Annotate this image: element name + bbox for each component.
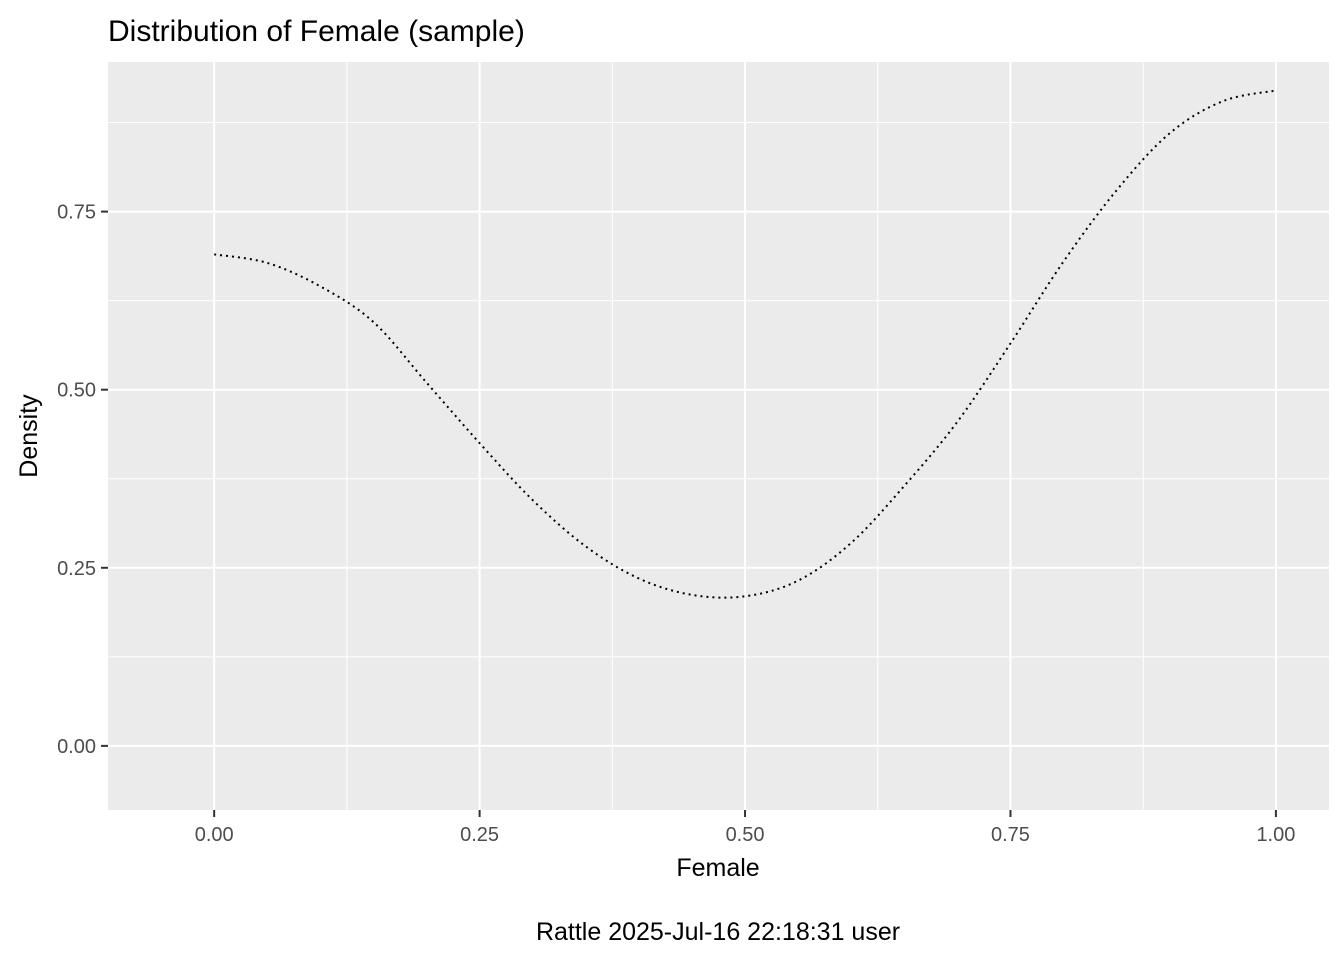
y-axis-title: Density (15, 394, 43, 478)
y-tick-label: 0.50 (57, 380, 96, 402)
x-tick-label: 0.25 (460, 824, 499, 846)
plot-panel (108, 62, 1329, 810)
minor-gridlines (108, 62, 1329, 810)
y-tick-label: 0.00 (57, 736, 96, 758)
chart-title: Distribution of Female (sample) (108, 15, 525, 48)
x-tick-label: 0.50 (726, 824, 765, 846)
x-axis-ticks: 0.00 0.25 0.50 0.75 1.00 (195, 810, 1295, 846)
y-axis-ticks: 0.00 0.25 0.50 0.75 (57, 202, 108, 758)
x-tick-label: 0.75 (991, 824, 1030, 846)
chart-caption: Rattle 2025-Jul-16 22:18:31 user (536, 918, 900, 946)
y-tick-label: 0.25 (57, 558, 96, 580)
y-tick-label: 0.75 (57, 202, 96, 224)
x-tick-label: 1.00 (1256, 824, 1295, 846)
x-tick-label: 0.00 (195, 824, 234, 846)
density-curve (214, 89, 1277, 599)
major-gridlines (108, 62, 1329, 810)
x-axis-title: Female (676, 854, 759, 882)
